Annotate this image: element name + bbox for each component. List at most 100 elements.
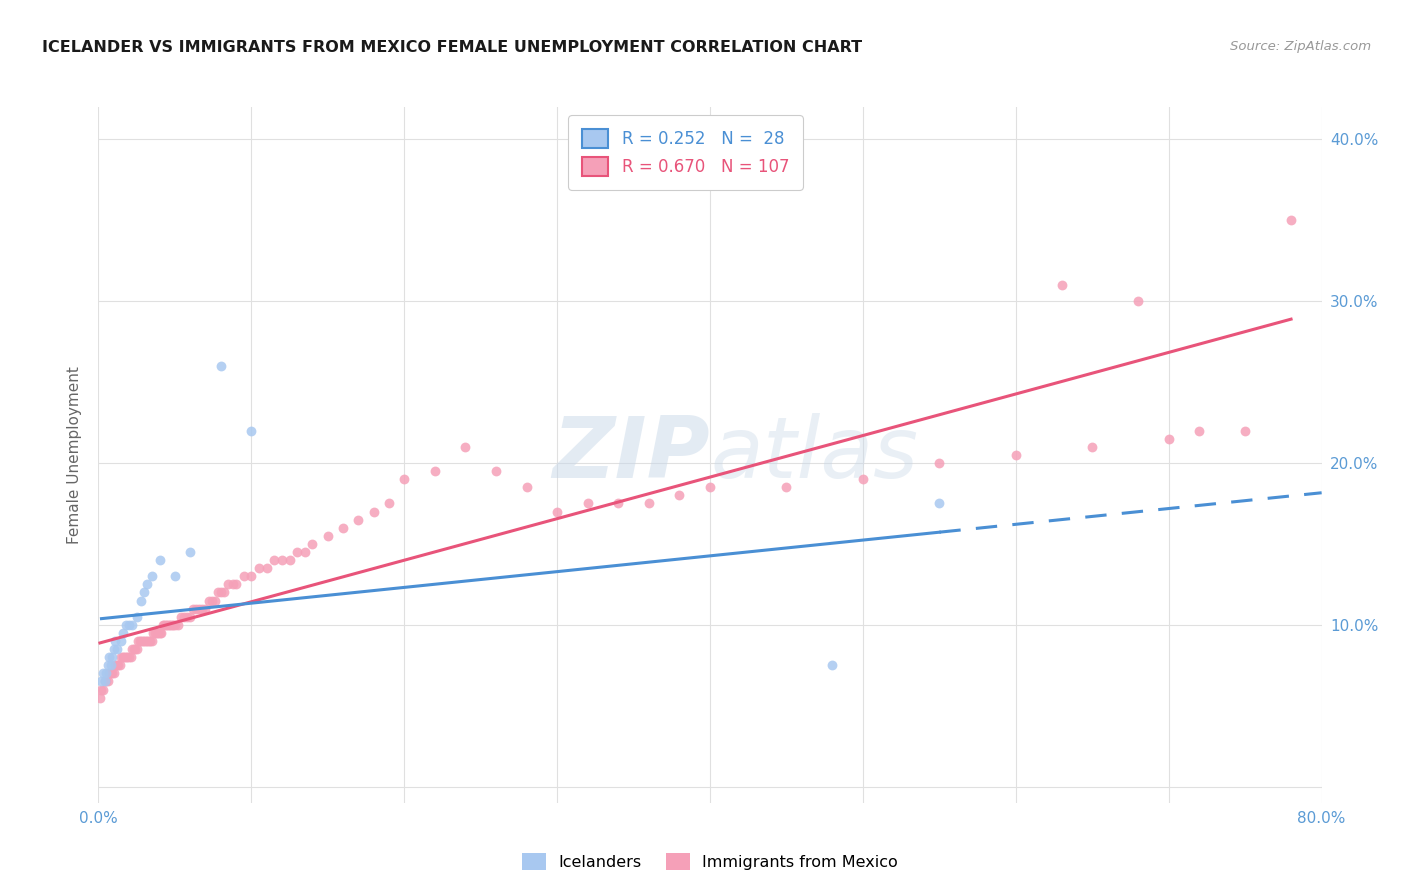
Point <box>1157 432 1180 446</box>
Point <box>301 537 323 551</box>
Point <box>107 658 129 673</box>
Point <box>186 601 208 615</box>
Point <box>928 456 950 470</box>
Point <box>256 561 278 575</box>
Point <box>115 617 138 632</box>
Point <box>423 464 446 478</box>
Point <box>263 553 285 567</box>
Point <box>222 577 245 591</box>
Point <box>110 650 132 665</box>
Point <box>101 650 124 665</box>
Point <box>104 658 127 673</box>
Point <box>112 650 135 665</box>
Point <box>225 577 247 591</box>
Point <box>146 626 169 640</box>
Point <box>197 593 219 607</box>
Point <box>247 561 270 575</box>
Point <box>129 593 152 607</box>
Point <box>285 545 308 559</box>
Point <box>91 682 114 697</box>
Point <box>363 504 385 518</box>
Point <box>607 496 630 510</box>
Point <box>546 504 568 518</box>
Point <box>1128 294 1150 309</box>
Point <box>159 617 181 632</box>
Point <box>821 658 844 673</box>
Point <box>217 577 239 591</box>
Point <box>928 496 950 510</box>
Point <box>136 634 159 648</box>
Point <box>125 642 148 657</box>
Point <box>156 617 179 632</box>
Point <box>270 553 292 567</box>
Point <box>454 440 477 454</box>
Point <box>101 666 124 681</box>
Point <box>103 642 125 657</box>
Point <box>209 359 232 373</box>
Point <box>516 480 538 494</box>
Point <box>775 480 797 494</box>
Point <box>115 650 138 665</box>
Point <box>1004 448 1026 462</box>
Text: ICELANDER VS IMMIGRANTS FROM MEXICO FEMALE UNEMPLOYMENT CORRELATION CHART: ICELANDER VS IMMIGRANTS FROM MEXICO FEMA… <box>42 40 862 55</box>
Point <box>188 601 211 615</box>
Point <box>100 666 122 681</box>
Point <box>160 617 183 632</box>
Point <box>1188 424 1211 438</box>
Point <box>103 666 125 681</box>
Point <box>135 634 157 648</box>
Point <box>139 634 162 648</box>
Point <box>138 634 160 648</box>
Point <box>121 617 143 632</box>
Point <box>204 593 226 607</box>
Point <box>89 690 111 705</box>
Point <box>152 617 174 632</box>
Point <box>124 642 146 657</box>
Point <box>240 569 263 583</box>
Point <box>98 650 121 665</box>
Point <box>134 585 156 599</box>
Point <box>162 617 184 632</box>
Point <box>212 585 235 599</box>
Point <box>93 674 115 689</box>
Point <box>167 617 190 632</box>
Point <box>150 626 173 640</box>
Y-axis label: Female Unemployment: Female Unemployment <box>67 366 83 544</box>
Point <box>240 424 263 438</box>
Point <box>378 496 401 510</box>
Point <box>91 666 114 681</box>
Point <box>141 634 163 648</box>
Point <box>176 609 198 624</box>
Point <box>278 553 301 567</box>
Point <box>145 626 167 640</box>
Point <box>134 634 156 648</box>
Point <box>347 513 370 527</box>
Point <box>143 626 166 640</box>
Point <box>1279 213 1302 227</box>
Point <box>149 626 172 640</box>
Point <box>191 601 214 615</box>
Point <box>93 674 115 689</box>
Point <box>668 488 690 502</box>
Point <box>97 658 120 673</box>
Point <box>207 585 229 599</box>
Point <box>104 634 127 648</box>
Point <box>1081 440 1104 454</box>
Point <box>94 666 117 681</box>
Point <box>181 601 204 615</box>
Point <box>316 529 339 543</box>
Point <box>118 650 141 665</box>
Point <box>110 634 132 648</box>
Point <box>122 642 145 657</box>
Point <box>170 609 193 624</box>
Point <box>129 634 152 648</box>
Point <box>173 609 195 624</box>
Text: Source: ZipAtlas.com: Source: ZipAtlas.com <box>1230 40 1371 54</box>
Point <box>149 553 172 567</box>
Text: atlas: atlas <box>710 413 918 497</box>
Point <box>200 593 222 607</box>
Point <box>852 472 875 486</box>
Point <box>294 545 316 559</box>
Point <box>163 617 186 632</box>
Text: ZIP: ZIP <box>553 413 710 497</box>
